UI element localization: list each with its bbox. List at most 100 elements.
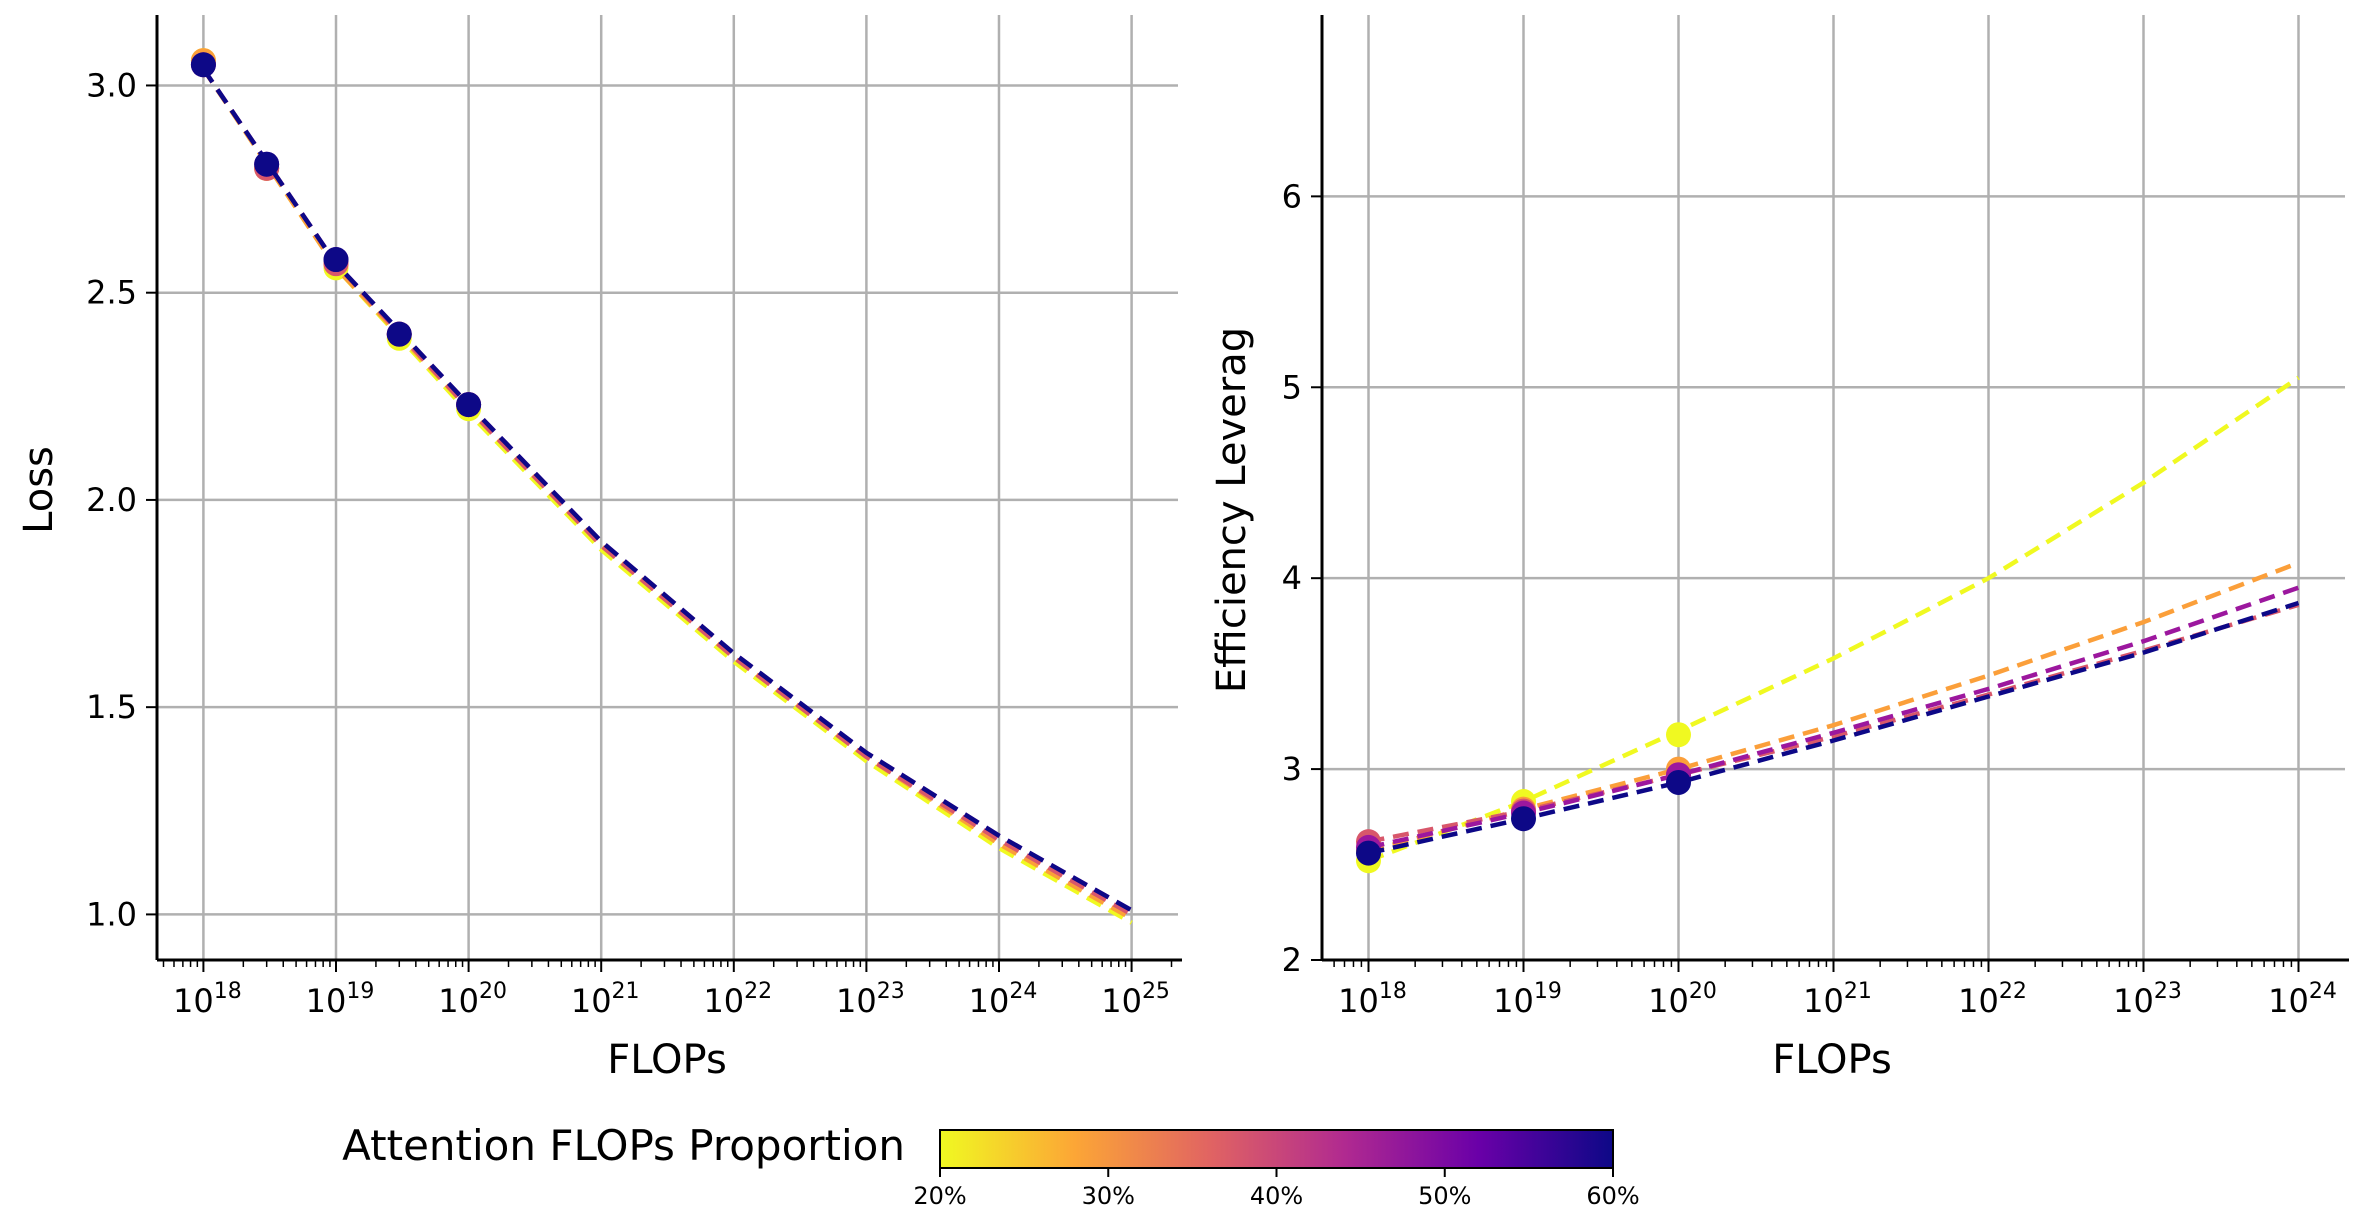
x-tick-base: 10 [2113, 982, 2154, 1020]
x-tick-base: 10 [969, 982, 1010, 1020]
series-point [1511, 806, 1536, 832]
x-tick-base: 10 [2268, 982, 2309, 1020]
y-tick-label: 2.0 [86, 481, 137, 519]
x-tick-label: 1023 [836, 979, 905, 1020]
colorbar-tick-label: 20% [913, 1182, 966, 1210]
x-tick-exponent: 24 [1009, 979, 1037, 1004]
x-tick-base: 10 [1101, 982, 1142, 1020]
leverage-y-ticks: 2 3 4 5 6 [1282, 177, 1322, 979]
y-tick-label: 3.0 [86, 66, 137, 104]
loss-series [190, 52, 1133, 913]
x-tick-label: 1021 [1803, 979, 1872, 1020]
x-tick-label: 1023 [2113, 979, 2182, 1020]
series-point [456, 392, 482, 418]
colorbar-gradient [939, 1129, 1614, 1169]
x-tick-label: 1018 [173, 979, 242, 1020]
loss-chart: 1018 1019 1020 1021 1022 1023 1024 1025 1.01.52… [16, 15, 1182, 1083]
x-tick-label: 1024 [2268, 979, 2337, 1020]
leverage-series-group [1356, 375, 2300, 874]
series-fit-line [201, 67, 1133, 913]
series-fit-line [201, 67, 1133, 913]
x-tick-label: 1019 [306, 979, 375, 1020]
loss-series [190, 52, 1133, 913]
colorbar-tick-label: 60% [1586, 1182, 1639, 1210]
x-tick-exponent: 20 [479, 979, 507, 1004]
leverage-axes [1320, 15, 2349, 962]
leverage-x-axis-label: FLOPs [1772, 1037, 1892, 1083]
x-tick-label: 1019 [1493, 979, 1562, 1020]
x-tick-exponent: 22 [1999, 979, 2027, 1004]
y-tick-label: 2.5 [86, 274, 137, 312]
x-tick-exponent: 19 [1534, 979, 1562, 1004]
y-tick-label: 1.0 [86, 895, 137, 933]
x-tick-label: 1024 [969, 979, 1038, 1020]
series-point [1356, 840, 1381, 866]
loss-series [190, 48, 1133, 925]
series-point [190, 52, 216, 78]
loss-series-group [190, 48, 1133, 925]
series-point [1666, 769, 1691, 795]
y-tick-label: 6 [1282, 177, 1302, 215]
x-tick-exponent: 25 [1142, 979, 1170, 1004]
x-tick-base: 10 [1648, 982, 1689, 1020]
y-tick-label: 4 [1282, 559, 1302, 597]
x-tick-base: 10 [1803, 982, 1844, 1020]
loss-grid [157, 15, 1178, 960]
x-tick-label: 1022 [703, 979, 772, 1020]
colorbar-tick-label: 40% [1250, 1182, 1303, 1210]
series-point [386, 321, 412, 347]
loss-series [190, 52, 1133, 917]
x-tick-base: 10 [836, 982, 877, 1020]
x-tick-base: 10 [571, 982, 612, 1020]
loss-x-ticks: 1018 1019 1020 1021 1022 1023 1024 1025 [162, 960, 1173, 1020]
colorbar-title: Attention FLOPs Proportion [342, 1121, 905, 1170]
leverage-y-axis-label: Efficiency Leverag [1209, 327, 1255, 693]
series-fit-line [201, 67, 1133, 921]
y-tick-label: 2 [1282, 941, 1302, 979]
y-tick-label: 1.5 [86, 688, 137, 726]
x-tick-label: 1021 [571, 979, 640, 1020]
y-tick-label: 5 [1282, 368, 1302, 406]
colorbar-tick-label: 50% [1418, 1182, 1471, 1210]
x-tick-base: 10 [1958, 982, 1999, 1020]
colorbar: Attention FLOPs Proportion 20% 30% 40% 50% 6… [342, 1121, 1640, 1210]
colorbar-tick-label: 30% [1082, 1182, 1135, 1210]
x-tick-label: 1020 [438, 979, 507, 1020]
x-tick-label: 1025 [1101, 979, 1170, 1020]
loss-x-axis-label: FLOPs [607, 1037, 727, 1083]
x-tick-label: 1018 [1338, 979, 1407, 1020]
x-tick-label: 1022 [1958, 979, 2027, 1020]
x-tick-exponent: 21 [612, 979, 640, 1004]
x-tick-exponent: 23 [877, 979, 905, 1004]
loss-y-axis-label: Loss [16, 446, 62, 534]
series-point [1666, 722, 1691, 748]
leverage-grid [1322, 15, 2345, 962]
x-tick-exponent: 23 [2154, 979, 2182, 1004]
x-tick-exponent: 22 [744, 979, 772, 1004]
leverage-x-ticks: 1018 1019 1020 1021 1022 1023 1024 [1333, 960, 2337, 1020]
x-tick-exponent: 24 [2309, 979, 2337, 1004]
leverage-series [1356, 585, 2300, 860]
x-tick-exponent: 18 [1379, 979, 1407, 1004]
x-tick-base: 10 [438, 982, 479, 1020]
series-fit-line [201, 67, 1133, 925]
x-tick-label: 1020 [1648, 979, 1717, 1020]
series-point [323, 247, 349, 273]
loss-axes [155, 15, 1182, 962]
x-tick-base: 10 [306, 982, 347, 1020]
x-tick-base: 10 [703, 982, 744, 1020]
series-fit-line [201, 67, 1133, 917]
x-tick-exponent: 19 [346, 979, 374, 1004]
loss-y-ticks: 1.0 1.5 2.0 2.5 3.0 [86, 66, 157, 933]
y-tick-label: 3 [1282, 750, 1302, 788]
x-tick-exponent: 21 [1844, 979, 1872, 1004]
x-tick-exponent: 20 [1689, 979, 1717, 1004]
series-point [254, 151, 280, 177]
x-tick-base: 10 [1338, 982, 1379, 1020]
x-tick-exponent: 18 [214, 979, 242, 1004]
leverage-series [1356, 600, 2300, 866]
loss-series [190, 48, 1133, 921]
colorbar-ticks: 20% 30% 40% 50% 60% [913, 1168, 1640, 1210]
leverage-series [1356, 375, 2300, 874]
